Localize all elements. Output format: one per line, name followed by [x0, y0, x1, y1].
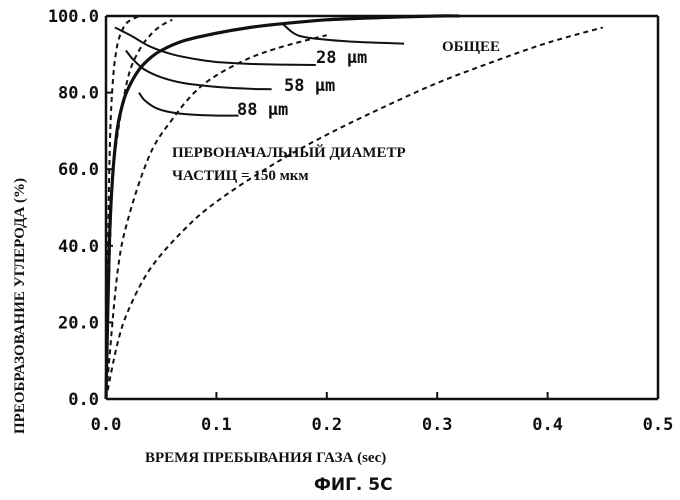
series-label-obshee: ОБЩЕЕ: [442, 39, 500, 55]
y-axis-title: ПРЕОБРАЗОВАНИЕ УГЛЕРОДА (%): [12, 178, 28, 434]
chart-axes: [106, 16, 658, 399]
chart-curves: [106, 16, 603, 399]
y-tick-label: 100.0: [48, 7, 99, 27]
x-tick-label: 0.0: [91, 415, 122, 435]
figure-title: ФИГ. 5С: [314, 475, 393, 495]
x-tick-label: 0.4: [532, 415, 563, 435]
series-line-3: [139, 93, 238, 116]
series-line-2: [126, 51, 272, 90]
x-tick-label: 0.5: [643, 415, 674, 435]
y-tick-label: 20.0: [58, 313, 99, 333]
chart-ticks: [106, 16, 658, 399]
y-tick-label: 0.0: [68, 390, 99, 410]
y-tick-label: 40.0: [58, 237, 99, 257]
annotation-line-1: ПЕРВОНАЧАЛЬНЫЙ ДИАМЕТР: [172, 144, 406, 161]
x-tick-label: 0.2: [311, 415, 342, 435]
y-tick-label: 80.0: [58, 84, 99, 104]
series-line-0: [106, 16, 459, 399]
chart-svg: 0.0 0.1 0.2 0.3 0.4 0.5 0.0 20.0 40.0 60.0 80.0 100…: [0, 0, 680, 500]
series-label-58um: 58 µm: [284, 76, 335, 96]
annotation-line-2: ЧАСТИЦ = 150 мкм: [172, 168, 309, 184]
chart-tick-labels: 0.0 0.1 0.2 0.3 0.4 0.5 0.0 20.0 40.0 60.0 80.0 100…: [48, 7, 674, 435]
x-axis-title: ВРЕМЯ ПРЕБЫВАНИЯ ГАЗА (sec): [145, 450, 386, 466]
x-tick-label: 0.1: [201, 415, 232, 435]
series-label-28um: 28 µm: [316, 48, 367, 68]
x-tick-label: 0.3: [422, 415, 453, 435]
y-tick-label: 60.0: [58, 160, 99, 180]
series-line-4: [283, 24, 405, 44]
series-label-88um: 88 µm: [237, 100, 288, 120]
chart: 0.0 0.1 0.2 0.3 0.4 0.5 0.0 20.0 40.0 60.0 80.0 100…: [0, 0, 680, 500]
